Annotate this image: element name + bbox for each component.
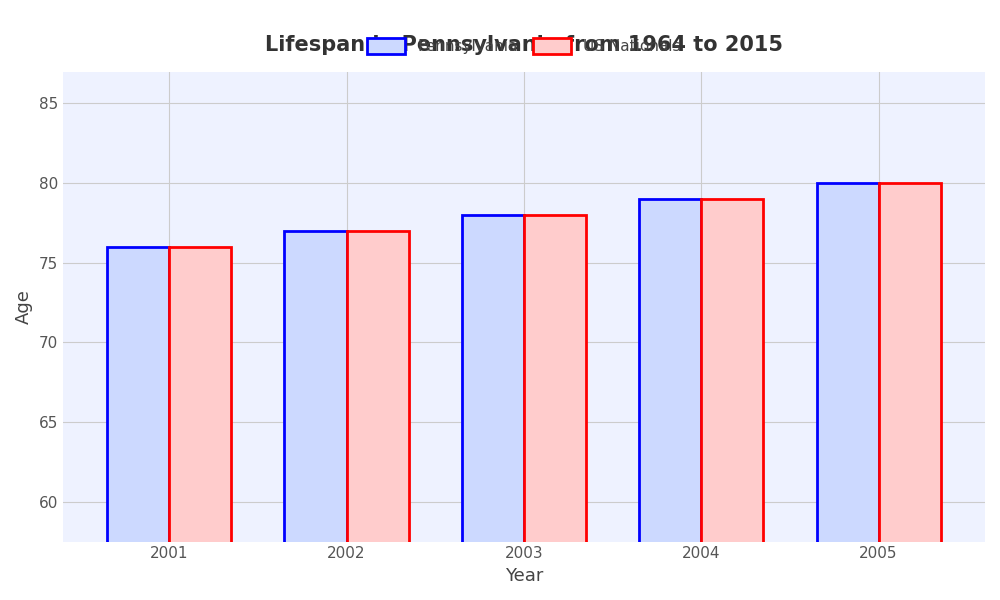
Bar <box>817 183 879 600</box>
Bar <box>639 199 701 600</box>
Legend: Pennsylvania, US Nationals: Pennsylvania, US Nationals <box>361 32 687 61</box>
Bar <box>879 183 941 600</box>
Bar <box>462 215 524 600</box>
X-axis label: Year: Year <box>505 567 543 585</box>
Bar <box>169 247 231 600</box>
Title: Lifespan in Pennsylvania from 1964 to 2015: Lifespan in Pennsylvania from 1964 to 20… <box>265 35 783 55</box>
Y-axis label: Age: Age <box>15 289 33 324</box>
Bar <box>524 215 586 600</box>
Bar <box>284 231 347 600</box>
Bar <box>347 231 409 600</box>
Bar <box>107 247 169 600</box>
Bar <box>701 199 763 600</box>
